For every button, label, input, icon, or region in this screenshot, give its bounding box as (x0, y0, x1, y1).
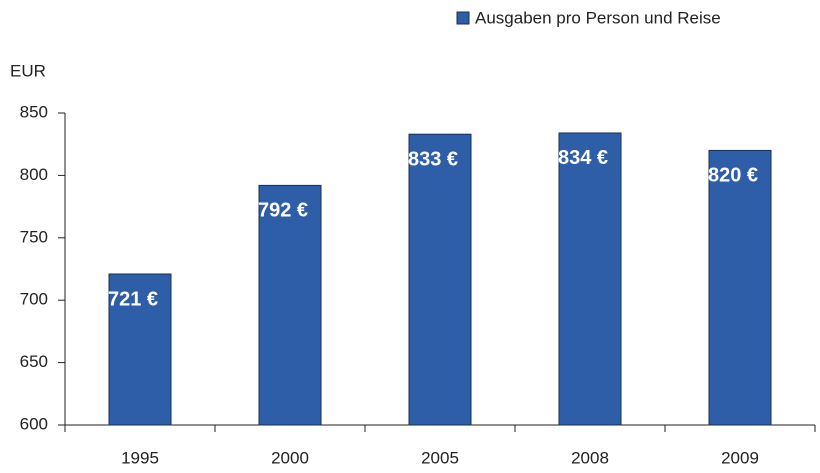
legend-swatch (456, 11, 470, 25)
y-tick-label: 700 (20, 290, 48, 309)
x-tick-label: 2005 (421, 448, 459, 467)
x-tick-label: 1995 (121, 448, 159, 467)
value-label: 820 € (708, 165, 758, 187)
x-tick-label: 2008 (571, 448, 609, 467)
value-label: 721 € (108, 288, 158, 310)
y-tick-label: 850 (20, 102, 48, 121)
x-tick-label: 2000 (271, 448, 309, 467)
bar (408, 133, 472, 426)
value-label: 833 € (408, 148, 458, 170)
y-axis-label: EUR (10, 61, 46, 80)
bar (258, 184, 322, 426)
bar (558, 132, 622, 426)
bar (708, 149, 772, 426)
y-tick-label: 650 (20, 352, 48, 371)
value-label: 792 € (258, 200, 308, 222)
bar (108, 273, 172, 426)
y-tick-label: 600 (20, 414, 48, 433)
x-tick-label: 2009 (721, 448, 759, 467)
y-tick-label: 750 (20, 227, 48, 246)
legend-label: Ausgaben pro Person und Reise (475, 8, 721, 27)
y-tick-label: 800 (20, 165, 48, 184)
value-label: 834 € (558, 147, 608, 169)
